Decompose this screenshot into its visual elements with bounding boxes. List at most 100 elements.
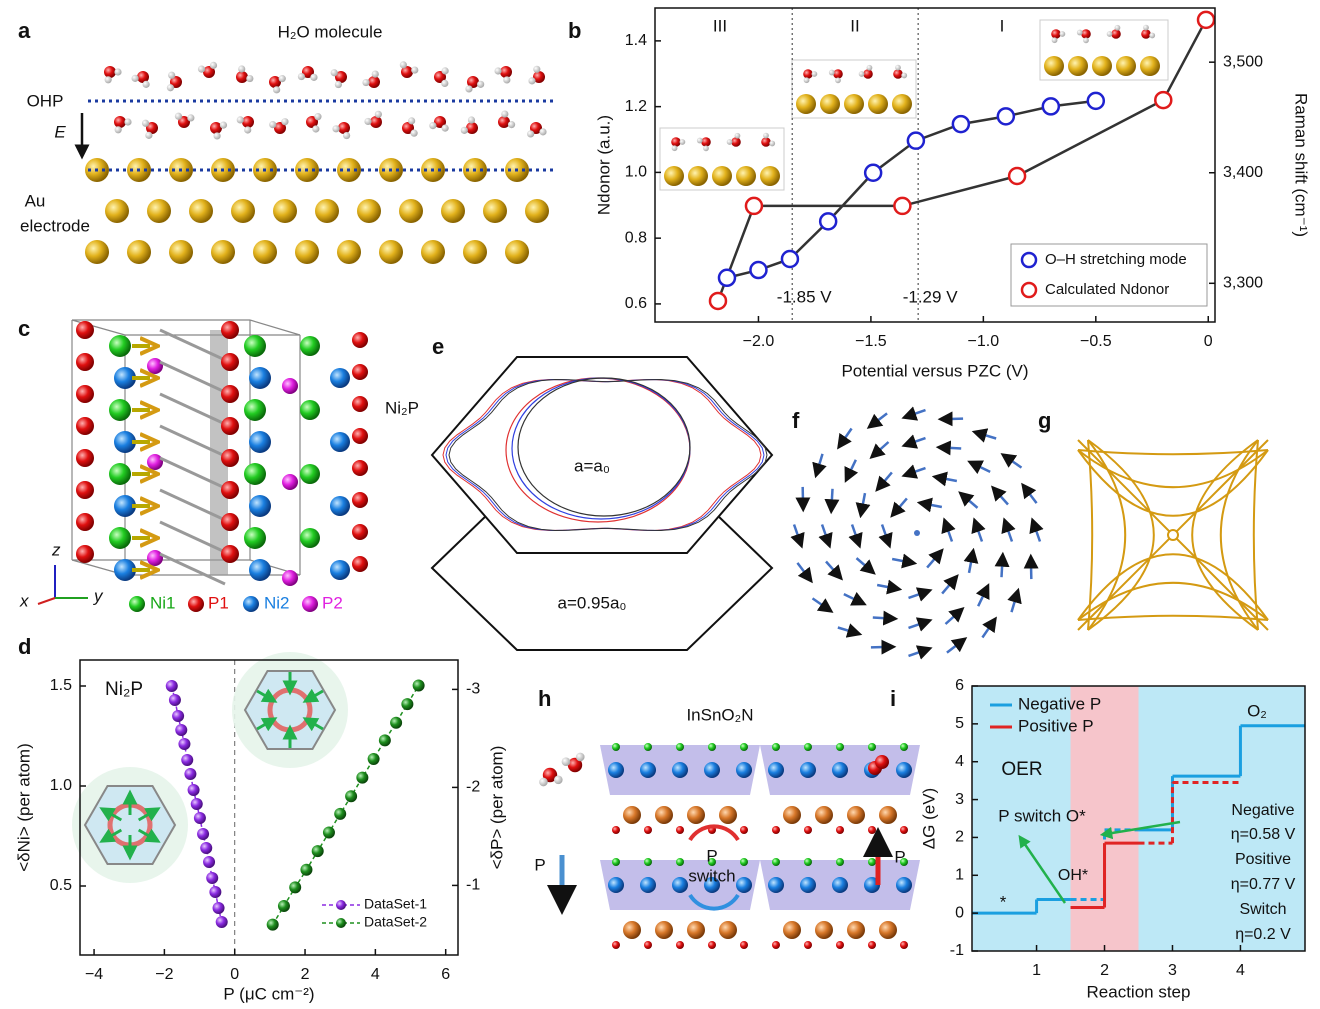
x-tick-label: 2 [1100, 962, 1109, 979]
vector-arrow [1021, 482, 1038, 504]
panel-label: g [1038, 408, 1051, 433]
water-oxygen [338, 122, 350, 134]
oxygen-atom [804, 826, 812, 834]
data-point [266, 918, 279, 931]
water-oxygen [893, 69, 903, 79]
data-point [367, 752, 380, 765]
vector-arrow [901, 464, 926, 479]
divider-label: -1.29 V [903, 287, 958, 306]
data-point [215, 916, 228, 928]
metal-atom [736, 762, 752, 778]
water-hydrogen [374, 110, 382, 118]
metal-atom [896, 877, 912, 893]
atom [114, 431, 136, 453]
water-hydrogen [246, 74, 254, 83]
y-tick-label: 1.4 [625, 32, 647, 49]
atom [352, 428, 368, 444]
bond [159, 456, 226, 490]
nitrogen-atom [676, 743, 684, 751]
data-point [322, 826, 335, 839]
cation-atom [687, 921, 705, 939]
vector-arrow [926, 548, 944, 569]
data-point [893, 196, 912, 216]
metal-atom [608, 877, 624, 893]
water-oxygen [434, 71, 446, 83]
data-point [390, 716, 403, 729]
water-hydrogen [1051, 37, 1058, 44]
atom [249, 559, 271, 581]
nitrogen-atom [900, 858, 908, 866]
water-hydrogen [281, 118, 289, 126]
water-hydrogen [507, 121, 516, 129]
vector-arrow [855, 557, 876, 575]
vector-arrow [935, 440, 962, 456]
metal-atom [832, 762, 848, 778]
vector-arrow [1000, 453, 1023, 469]
water-hydrogen [828, 69, 835, 76]
inset-arrow [302, 688, 324, 703]
water-hydrogen [769, 140, 776, 147]
atom [300, 400, 320, 420]
water-hydrogen [273, 86, 281, 94]
water-hydrogen [362, 78, 370, 87]
atom [352, 364, 368, 380]
cation-atom [623, 921, 641, 939]
annotation: P switch O* [998, 806, 1086, 825]
vortex-core [914, 530, 920, 536]
vector-arrow [890, 497, 908, 518]
data-point [311, 845, 324, 858]
water-hydrogen [238, 65, 246, 73]
water-oxygen [467, 76, 479, 88]
gold-atom [231, 199, 255, 223]
atom [76, 321, 94, 339]
legend-marker [1020, 251, 1038, 269]
data-point [1196, 10, 1216, 30]
cation-atom [655, 921, 673, 939]
oxygen-atom [804, 941, 812, 949]
y-tick-label: 0.6 [625, 295, 647, 312]
legend-label: Ni1 [150, 593, 176, 612]
atom [330, 496, 350, 516]
bond [159, 552, 226, 586]
data-point [181, 754, 194, 766]
nitrogen-atom [900, 743, 908, 751]
water-hydrogen [213, 132, 221, 140]
vector-arrow [941, 574, 959, 595]
switch-arrow [688, 824, 740, 842]
nitrogen-atom [740, 743, 748, 751]
streamline [1077, 614, 1269, 621]
legend-label: O–H stretching mode [1045, 251, 1187, 268]
bond [159, 520, 226, 554]
y-tick-label: 0 [955, 904, 964, 921]
y2-tick-label: 3,300 [1223, 275, 1263, 292]
atom [244, 335, 266, 357]
vector-arrow [1007, 587, 1022, 613]
electrode-label: Au [25, 191, 46, 210]
water-hydrogen [168, 71, 176, 79]
water-hydrogen [441, 79, 449, 88]
cell-edge [249, 319, 301, 336]
oxygen-atom [676, 941, 684, 949]
vector-arrow [818, 524, 833, 549]
atom [76, 353, 94, 371]
gold-atom [1044, 56, 1064, 76]
streamline [1087, 439, 1155, 631]
bond [159, 392, 226, 426]
nitrogen-atom [644, 743, 652, 751]
water-hydrogen [539, 128, 547, 136]
water-hydrogen [124, 118, 132, 126]
data-point [200, 842, 213, 854]
gold-atom [868, 94, 888, 114]
atom [147, 358, 163, 374]
streamline [1087, 439, 1127, 631]
y-tick-label: 1.5 [50, 677, 72, 694]
gold-atom [736, 166, 756, 186]
y-tick-label: 4 [955, 753, 964, 770]
water-hydrogen [901, 72, 908, 79]
nitrogen-atom [772, 743, 780, 751]
water-oxygen [1081, 29, 1091, 39]
oxygen-atom [644, 826, 652, 834]
vector-arrow [790, 524, 805, 549]
legend-label: DataSet-1 [364, 896, 427, 912]
data-point [178, 738, 191, 750]
